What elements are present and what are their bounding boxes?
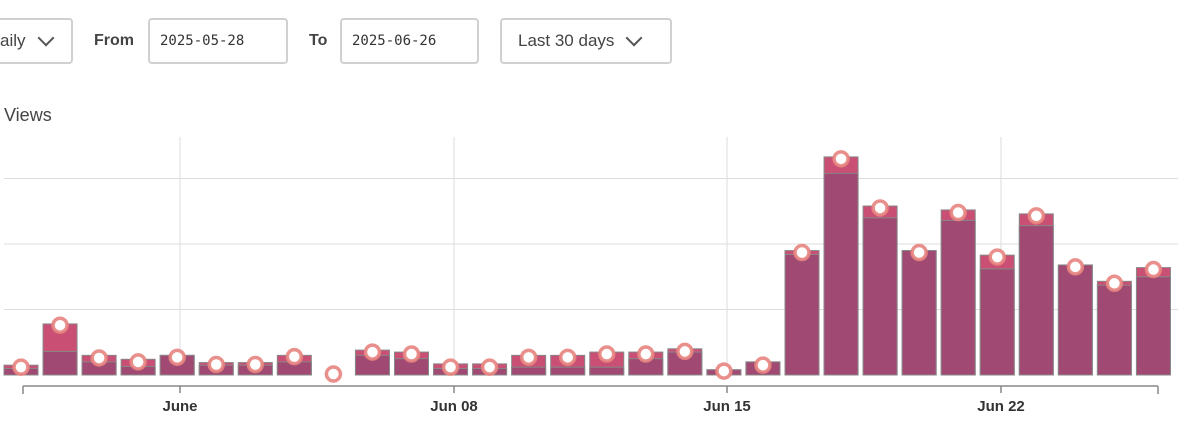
data-point-marker (910, 243, 928, 262)
data-point-marker (480, 358, 499, 376)
data-point-marker (1144, 260, 1163, 279)
bar-base-segment (1018, 225, 1054, 376)
data-point-marker (754, 356, 772, 374)
bar-base-segment (511, 366, 547, 376)
data-point-marker (90, 349, 108, 367)
data-point-marker (207, 355, 225, 374)
data-point-marker (246, 355, 265, 374)
data-point-marker (598, 345, 616, 363)
data-point-marker (129, 353, 147, 371)
interval-select-value: aily (0, 31, 26, 50)
data-point-marker (441, 358, 460, 376)
data-point-marker (363, 343, 382, 361)
data-point-marker (637, 345, 655, 363)
data-point-marker (402, 345, 421, 363)
to-date-input[interactable]: 2025-06-26 (340, 18, 479, 64)
x-tick-label: Jun 22 (977, 398, 1025, 415)
date-range-select[interactable]: Last 30 days (500, 18, 672, 64)
data-point-marker (12, 358, 30, 376)
bar-base-segment (979, 268, 1015, 376)
data-point-marker (285, 347, 304, 366)
to-label: To (309, 32, 328, 49)
bar-base-segment (1057, 264, 1093, 376)
interval-select[interactable]: aily (0, 18, 73, 64)
data-point-marker (793, 243, 811, 262)
data-point-marker (715, 362, 733, 380)
bar-base-segment (901, 250, 937, 376)
chart-title: Views (4, 105, 52, 125)
data-point-marker (949, 203, 967, 222)
from-date-value: 2025-05-28 (160, 33, 245, 49)
from-date-input[interactable]: 2025-05-28 (148, 18, 288, 64)
bar-base-segment (550, 366, 586, 376)
data-point-marker (1105, 274, 1124, 293)
data-point-marker (988, 248, 1006, 266)
data-point-marker (871, 199, 889, 217)
bar-base-segment (940, 219, 976, 376)
bar-base-segment (42, 350, 78, 376)
bar-base-segment (784, 253, 820, 376)
date-range-value: Last 30 days (518, 31, 615, 50)
data-point-marker (832, 150, 850, 168)
bar-base-segment (862, 217, 898, 376)
x-tick-label: Jun 08 (430, 398, 478, 415)
data-point-marker (558, 348, 577, 367)
data-point-marker (519, 348, 538, 367)
bar-base-segment (1135, 276, 1171, 376)
bar-base-segment (589, 366, 625, 376)
data-point-marker (1066, 258, 1085, 276)
x-tick-label: Jun 15 (703, 398, 751, 415)
data-point-marker (676, 342, 694, 361)
x-tick-label: June (162, 398, 197, 415)
data-point-marker (1027, 207, 1046, 225)
data-point-marker (324, 365, 343, 383)
from-label: From (94, 32, 134, 49)
to-date-value: 2025-06-26 (352, 33, 437, 49)
bar-base-segment (1096, 284, 1132, 376)
data-point-marker (168, 348, 186, 367)
bar-base-segment (823, 172, 859, 376)
data-point-marker (51, 316, 69, 334)
